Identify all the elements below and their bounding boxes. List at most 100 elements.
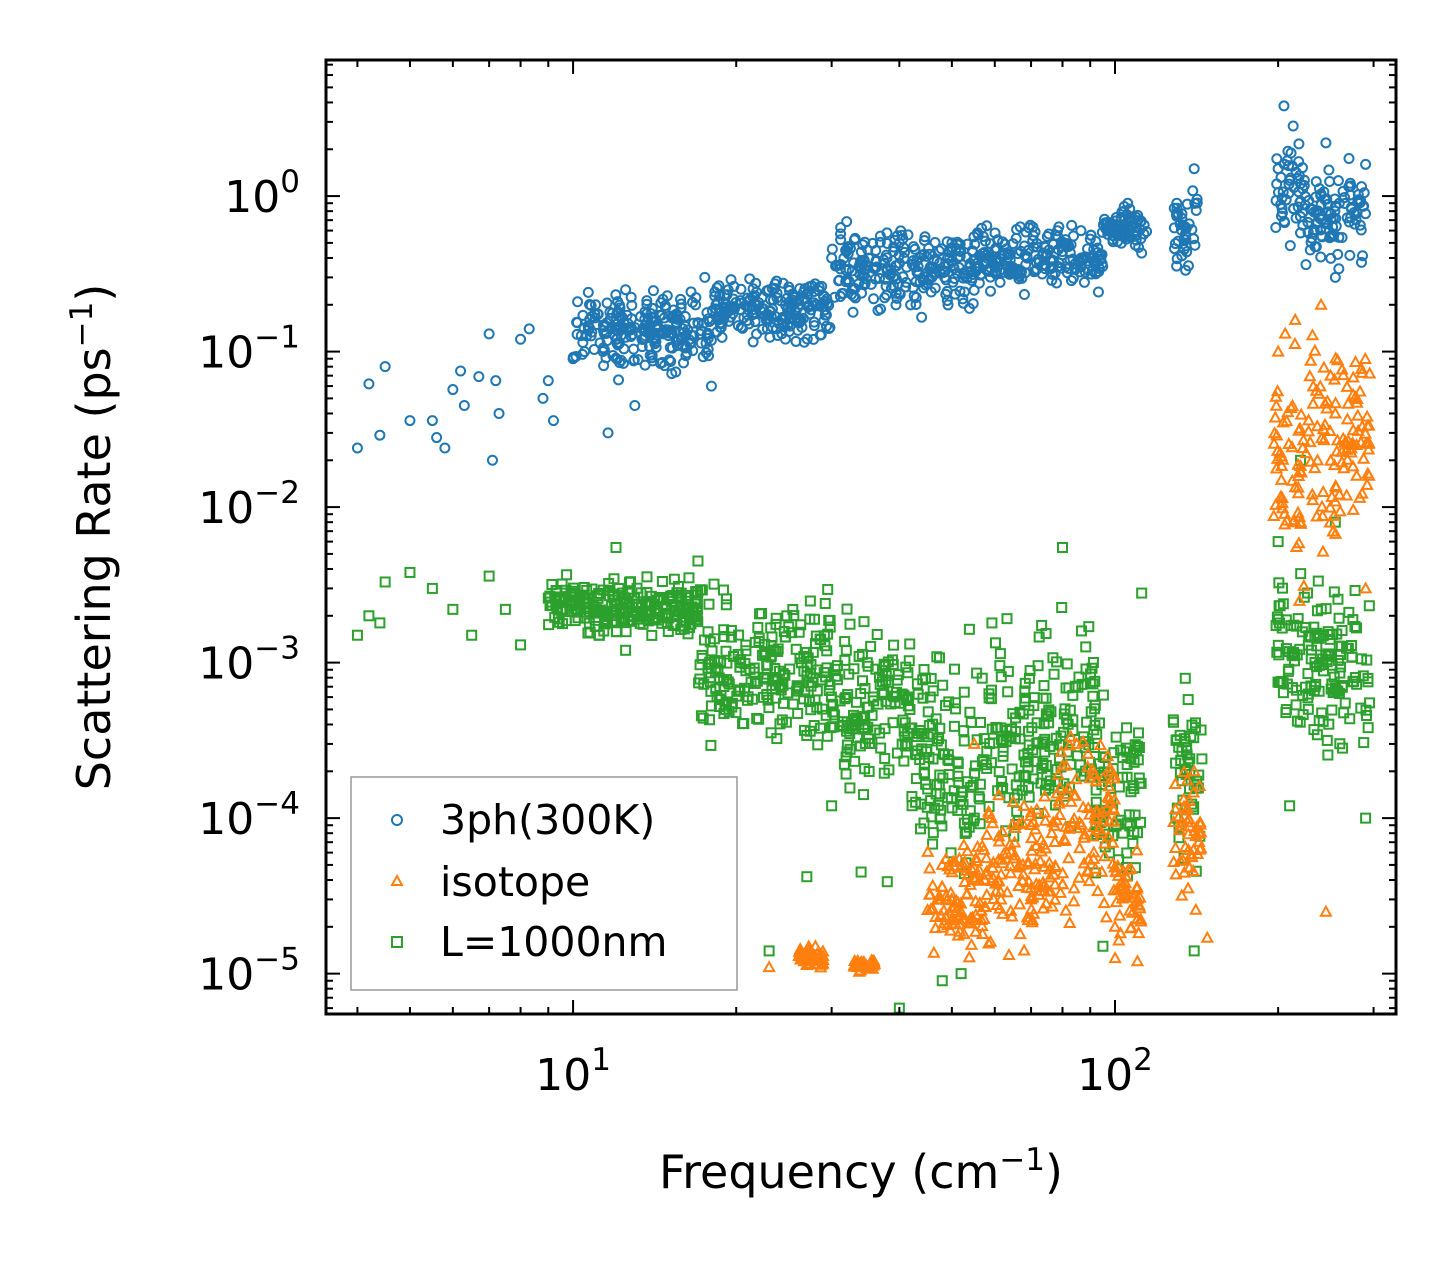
point-triangle-285 [1046,815,1060,828]
point-square-411 [710,683,722,695]
point-square-482 [865,640,877,652]
point-square-834 [1036,619,1048,631]
point-square-221 [656,617,668,629]
point-triangle-623 [1328,526,1343,539]
point-square-1048 [1271,646,1283,658]
point-square-140 [543,619,555,631]
point-circle-810 [1018,240,1030,252]
point-circle-628 [911,255,923,267]
point-triangle-571 [1361,442,1376,455]
point-square-1172 [1333,640,1345,652]
point-triangle-605 [1330,353,1345,366]
point-square-243 [613,583,625,595]
point-square-378 [765,727,777,739]
point-circle-248 [808,320,820,332]
point-triangle-369 [1107,792,1122,805]
point-circle-875 [1004,254,1016,266]
point-triangle-614 [1303,369,1317,382]
point-square-423 [792,707,804,719]
point-square-566 [840,751,852,763]
point-triangle-388 [1087,767,1102,780]
point-triangle-461 [1186,863,1200,877]
point-circle-36 [702,343,714,355]
point-square-412 [786,627,798,639]
point-triangle-478 [1169,867,1183,880]
point-circle-399 [782,306,794,318]
point-square-565 [839,693,851,705]
point-triangle-595 [1327,458,1342,471]
point-square-1055 [1273,577,1285,589]
point-circle-1123 [1329,193,1341,205]
point-circle-533 [900,281,912,293]
point-triangle-472 [1177,799,1191,812]
point-circle-1070 [1336,232,1348,244]
point-triangle-426 [1131,926,1146,939]
point-triangle-480 [1182,860,1197,873]
point-square-238 [640,613,652,625]
point-square-674 [962,814,974,826]
point-square-1105 [1326,704,1338,716]
point-circle-986 [1186,224,1198,236]
point-square-1181 [1332,654,1344,666]
point-circle-1181 [1041,230,1053,242]
point-triangle-354 [1081,746,1095,759]
point-square-1058 [1274,600,1286,612]
point-square-837 [1039,746,1051,758]
point-triangle-138 [945,865,959,878]
point-triangle-372 [1103,760,1117,773]
point-square-450 [749,636,761,648]
point-triangle-534 [1285,440,1299,453]
point-triangle-613 [1346,370,1361,383]
point-circle-397 [808,316,820,328]
y-tick-label: 10−3 [198,631,300,690]
point-triangle-596 [1344,445,1358,458]
point-circle-1136 [1325,213,1337,225]
point-triangle-236 [1037,789,1052,802]
point-square-740 [986,617,998,629]
point-square-194 [659,603,671,615]
point-square-829 [1018,769,1030,781]
point-square-882 [1051,656,1063,668]
point-circle-174 [610,352,622,364]
point-square-859 [1086,662,1098,674]
point-square-631 [932,799,944,811]
point-circle-1036 [1296,162,1308,174]
point-square-841 [1037,692,1049,704]
point-triangle-344 [1093,738,1108,751]
point-triangle-175 [952,851,967,864]
point-triangle-242 [1038,813,1053,826]
point-triangle-646 [808,939,823,952]
point-triangle-661 [1319,904,1333,917]
point-circle-410 [746,309,758,321]
point-circle-144 [639,359,651,371]
point-circle-1127 [1354,194,1366,206]
point-triangle-173 [927,945,941,958]
point-triangle-267 [1033,854,1047,867]
point-circle-1168 [579,346,591,358]
x-tick-label: 101 [535,1042,611,1101]
point-triangle-352 [1059,903,1073,916]
point-circle-442 [835,228,847,240]
point-triangle-505 [1274,472,1289,485]
point-circle-21 [601,297,613,309]
point-circle-214 [686,329,698,341]
point-square-902 [1080,641,1092,653]
point-square-428 [782,687,794,699]
point-triangle-191 [980,827,994,840]
point-square-521 [840,644,852,656]
point-triangle-289 [1004,903,1018,916]
point-circle-507 [910,299,922,311]
point-circle-160 [692,317,704,329]
point-triangle-357 [1059,758,1073,771]
point-triangle-244 [1005,909,1019,922]
point-circle-1079 [1315,251,1327,263]
point-triangle-256 [1028,822,1043,835]
point-square-430 [788,610,800,622]
point-square-466 [777,697,789,709]
point-square-1207 [692,555,704,567]
point-circle-16 [678,357,690,369]
legend-box [350,776,738,991]
point-square-1080 [1276,622,1288,634]
point-triangle-430 [1124,861,1138,874]
legend-label-isotope: isotope [440,858,590,906]
